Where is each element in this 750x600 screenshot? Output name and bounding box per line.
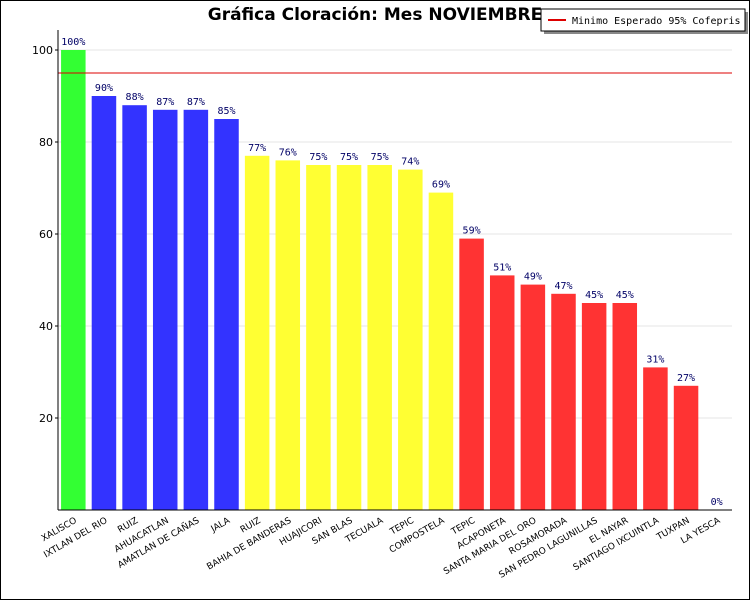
bar <box>489 275 515 510</box>
value-label: 49% <box>524 272 542 283</box>
value-label: 75% <box>309 152 327 163</box>
value-label: 87% <box>187 97 205 108</box>
y-tick-label: 60 <box>39 228 53 241</box>
value-label: 45% <box>585 290 603 301</box>
bar <box>336 165 362 510</box>
bar <box>459 238 484 510</box>
y-tick-label: 20 <box>39 412 53 425</box>
bar <box>398 169 423 510</box>
value-label: 75% <box>340 152 358 163</box>
value-label: 31% <box>646 354 664 365</box>
y-tick-label: 40 <box>39 320 53 333</box>
value-label: 75% <box>371 152 389 163</box>
value-label: 69% <box>432 180 450 191</box>
value-label: 74% <box>401 157 419 168</box>
value-label: 100% <box>61 37 85 48</box>
bar <box>367 165 392 510</box>
value-label: 90% <box>95 83 113 94</box>
bar <box>581 303 607 510</box>
bar <box>643 367 668 510</box>
chart-title: Gráfica Cloración: Mes NOVIEMBRE <box>208 5 543 25</box>
legend-box <box>540 8 746 32</box>
value-label: 87% <box>156 97 174 108</box>
bar <box>244 155 270 511</box>
bar <box>520 284 546 510</box>
bar <box>551 293 576 510</box>
value-label: 0% <box>711 497 723 508</box>
value-label: 59% <box>463 226 481 237</box>
value-label: 85% <box>217 106 235 117</box>
legend-label: Minimo Esperado 95% Cofepris <box>572 16 741 27</box>
bar <box>275 160 301 510</box>
y-tick-label: 80 <box>39 136 53 149</box>
value-label: 76% <box>279 147 297 158</box>
bar <box>214 119 239 510</box>
y-tick-label: 100 <box>32 44 53 57</box>
value-label: 88% <box>126 92 144 103</box>
value-label: 47% <box>554 281 572 292</box>
bar <box>612 303 638 510</box>
bar <box>91 96 117 510</box>
value-label: 27% <box>677 373 695 384</box>
value-label: 51% <box>493 262 511 273</box>
bar <box>122 105 147 510</box>
bar <box>306 165 331 510</box>
bar <box>61 50 86 510</box>
value-label: 45% <box>616 290 634 301</box>
bar <box>183 109 209 511</box>
bar <box>152 109 178 511</box>
value-label: 77% <box>248 143 266 154</box>
bar <box>428 192 454 510</box>
bar <box>673 385 699 510</box>
